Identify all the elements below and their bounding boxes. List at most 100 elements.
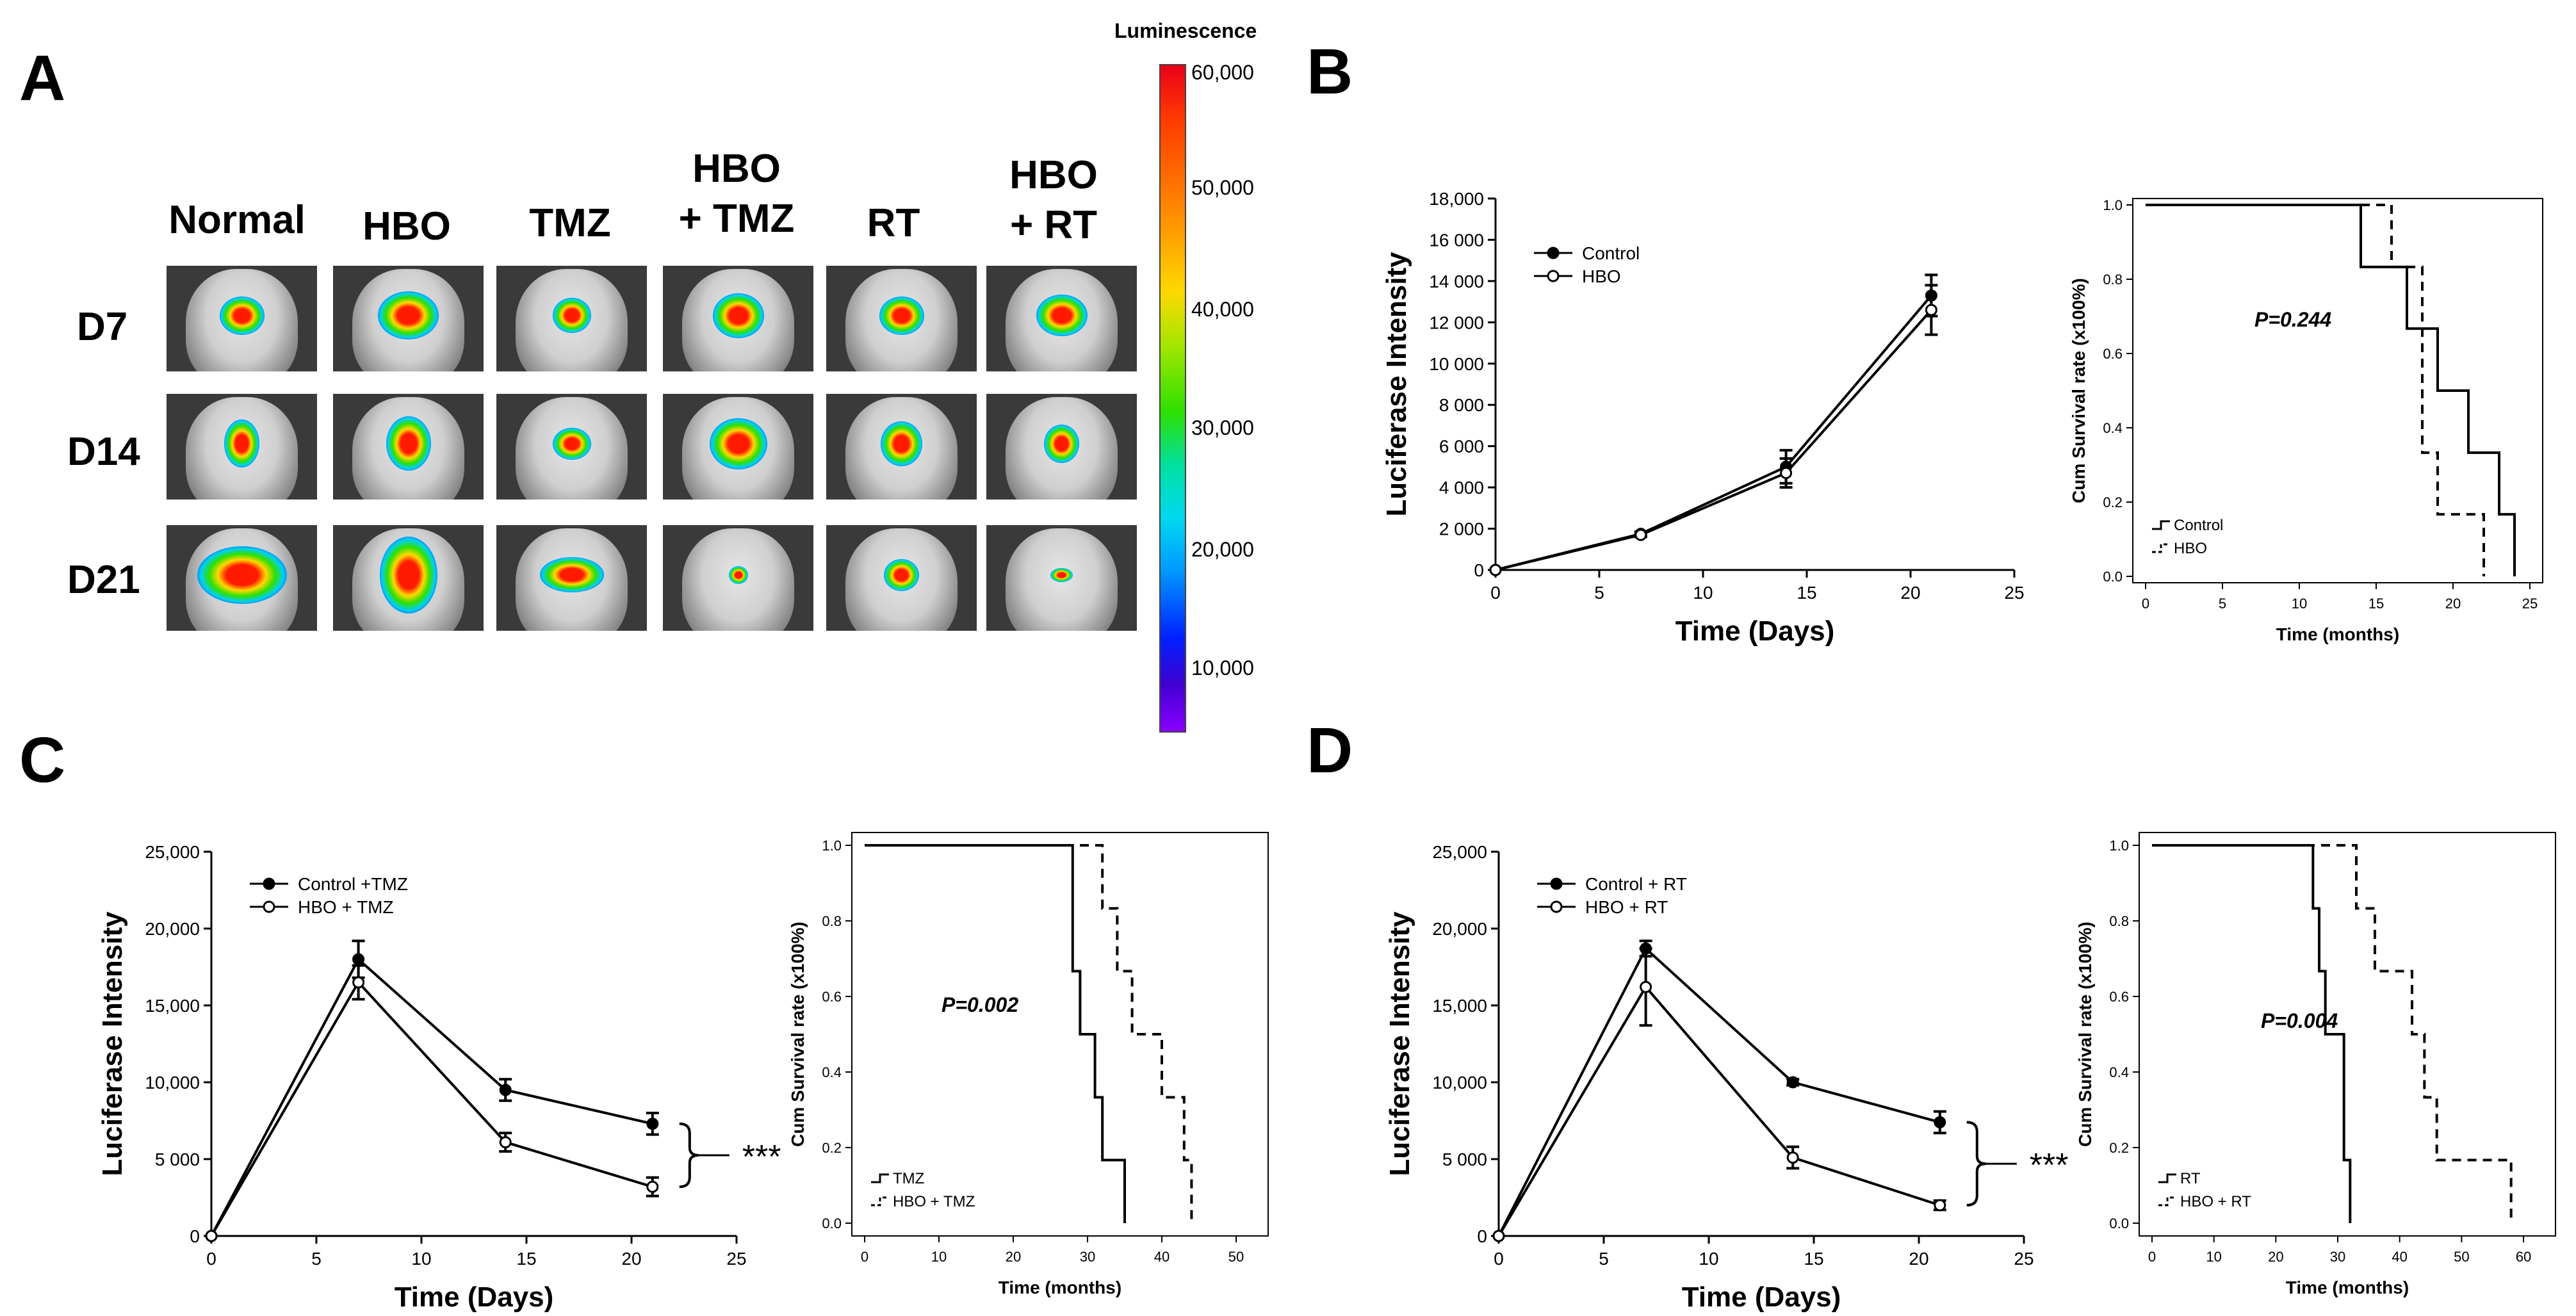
y-tick-label: 1.0 (2103, 197, 2123, 213)
plot-frame (2139, 832, 2556, 1237)
bioluminescence-image-d21-4 (663, 525, 813, 631)
x-tick-label: 30 (2330, 1249, 2345, 1265)
colorbar (1159, 64, 1186, 733)
colorbar-tick-10000: 10,000 (1191, 656, 1254, 679)
luminescence-signal (379, 536, 437, 613)
significance-stars: *** (2030, 1147, 2069, 1184)
data-point (499, 1136, 512, 1149)
luminescence-signal (552, 298, 591, 333)
data-point (205, 1230, 218, 1242)
legend-marker (1547, 270, 1560, 282)
bioluminescence-image-d14-5 (826, 394, 977, 500)
x-tick-label: 0 (2148, 1249, 2156, 1265)
colorbar-title: Luminescence (1114, 19, 1257, 42)
luminescence-signal (709, 418, 767, 469)
significance-bracket (679, 1122, 699, 1189)
luminescence-signal (884, 558, 919, 591)
y-tick-label: 10,000 (1432, 1073, 1487, 1093)
x-tick-label: 10 (1699, 1249, 1718, 1269)
x-tick-label: 20 (1900, 583, 1920, 603)
x-axis-label: Time (months) (999, 1278, 1121, 1297)
legend-label: HBO + TMZ (893, 1193, 975, 1210)
y-tick-label: 0.6 (2103, 346, 2123, 362)
survival-curve-1 (2146, 204, 2516, 576)
x-axis-label: Time (Days) (395, 1281, 554, 1313)
y-tick-label: 14 000 (1429, 272, 1484, 291)
data-point (1934, 1116, 1946, 1128)
y-tick-label: 0 (1477, 1226, 1487, 1246)
bioluminescence-image-d14-4 (663, 394, 813, 500)
luminescence-signal (879, 296, 924, 335)
y-tick-label: 0.2 (822, 1140, 842, 1156)
row-header-d21: D21 (67, 558, 140, 602)
bioluminescence-image-d14-3 (496, 394, 647, 500)
x-tick-label: 40 (1154, 1249, 1170, 1265)
y-tick-label: 0.6 (2109, 989, 2129, 1005)
panel-label-a: A (19, 42, 66, 114)
x-tick-label: 0 (206, 1249, 216, 1269)
legend-label: RT (2180, 1170, 2201, 1187)
p-value: P=0.004 (2261, 1009, 2338, 1032)
data-point (1492, 1230, 1505, 1242)
luminescence-signal (1036, 295, 1088, 336)
colorbar-tick-50000: 50,000 (1191, 176, 1254, 199)
x-tick-label: 5 (311, 1249, 322, 1269)
x-tick-label: 20 (1006, 1249, 1021, 1265)
x-tick-label: 10 (931, 1249, 947, 1265)
bioluminescence-image-d7-1 (167, 266, 317, 371)
x-tick-label: 10 (2206, 1249, 2221, 1265)
y-tick-label: 10,000 (145, 1073, 200, 1093)
series-line-2 (1497, 984, 1941, 1237)
y-tick-label: 0 (190, 1226, 200, 1246)
luminescence-signal (539, 557, 604, 592)
y-tick-label: 0.4 (822, 1064, 842, 1080)
y-tick-label: 0.8 (2103, 272, 2123, 288)
p-value: P=0.244 (2254, 308, 2331, 331)
bioluminescence-image-d14-6 (986, 394, 1137, 500)
y-tick-label: 0.0 (822, 1215, 842, 1231)
bioluminescence-image-d7-5 (826, 266, 977, 371)
y-tick-label: 5 000 (1442, 1149, 1487, 1169)
y-tick-label: 0.4 (2109, 1064, 2129, 1080)
legend-label: TMZ (893, 1170, 924, 1187)
legend-label: HBO (1582, 266, 1621, 286)
x-axis-label: Time (months) (2286, 1278, 2409, 1297)
bioluminescence-image-d21-1 (167, 525, 317, 631)
x-axis-label: Time (Days) (1675, 615, 1835, 647)
x-tick-label: 20 (621, 1249, 641, 1269)
y-tick-label: 18,000 (1429, 189, 1484, 209)
luminescence-signal (728, 565, 748, 584)
data-point (1640, 980, 1652, 993)
y-axis-label: Cum Survival rate (x100%) (2069, 278, 2089, 503)
y-tick-label: 0.2 (2103, 494, 2123, 510)
legend-marker (1547, 247, 1560, 259)
series-line-1 (210, 957, 653, 1237)
data-point (1934, 1199, 1946, 1212)
legend-marker (263, 900, 275, 913)
imaging-grid: Normal HBO TMZ HBO + TMZ RT HBO + RT D7 … (0, 0, 1307, 733)
series-line-1 (1495, 295, 1932, 571)
series-line-1 (1497, 946, 1941, 1237)
colorbar-tick-30000: 30,000 (1191, 416, 1254, 439)
x-tick-label: 5 (1594, 583, 1604, 603)
survival-curve-2 (2152, 844, 2513, 1223)
bioluminescence-image-d7-6 (986, 266, 1137, 371)
bioluminescence-image-d14-2 (333, 394, 484, 500)
y-tick-label: 0.8 (2109, 913, 2129, 929)
luminescence-signal (881, 421, 922, 466)
column-header-hbo-rt: HBO + RT (1009, 153, 1098, 247)
plot-frame (2132, 198, 2543, 583)
x-tick-label: 25 (2014, 1249, 2034, 1269)
x-tick-label: 15 (2368, 596, 2384, 612)
y-axis-label: Cum Survival rate (x100%) (2075, 922, 2095, 1147)
legend-line (2152, 520, 2170, 530)
data-point (1925, 304, 1937, 316)
legend-marker (263, 877, 275, 890)
chart-b-survival: 0.0 0.2 0.4 0.6 0.8 1.0 0 5 10 15 20 25 Time (months… (2069, 197, 2543, 644)
bioluminescence-image-d21-2 (333, 525, 484, 631)
y-axis-label: Luciferase Intensity (97, 911, 128, 1176)
y-tick-label: 20,000 (1432, 919, 1487, 939)
colorbar-tick-40000: 40,000 (1191, 298, 1254, 321)
x-tick-label: 15 (1804, 1249, 1823, 1269)
y-tick-label: 16 000 (1429, 230, 1484, 250)
